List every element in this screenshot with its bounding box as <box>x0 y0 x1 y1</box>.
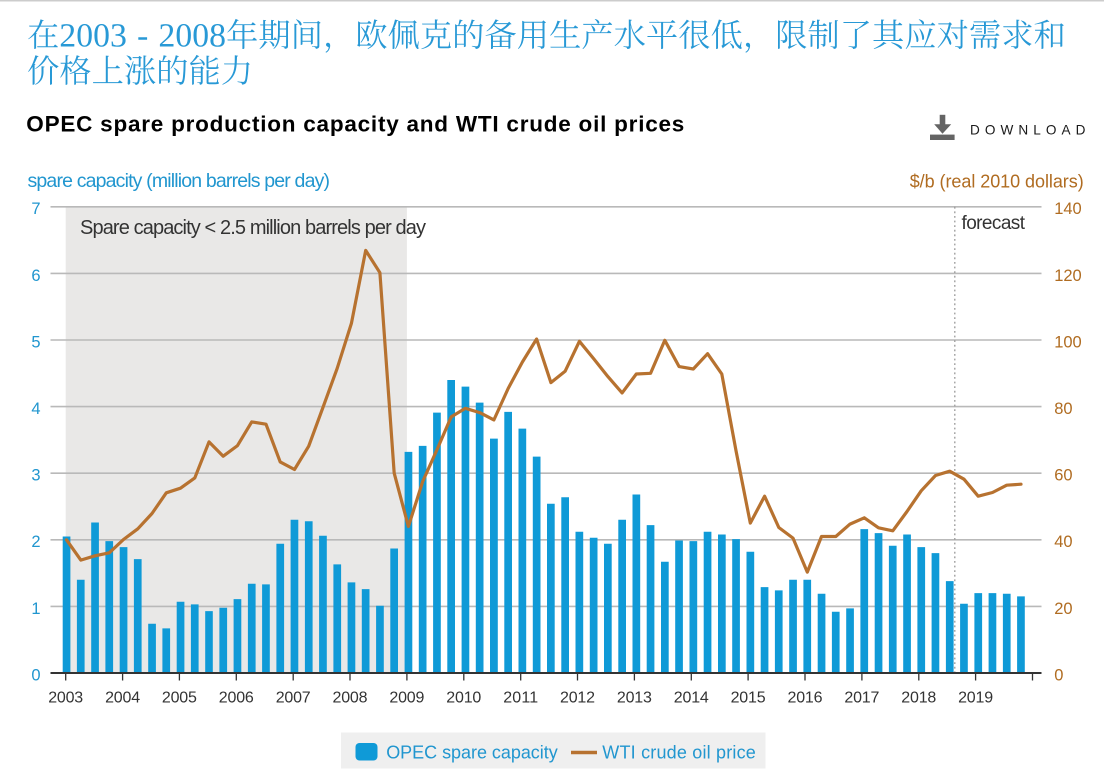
svg-text:2007: 2007 <box>276 689 311 706</box>
svg-text:80: 80 <box>1054 400 1072 418</box>
svg-text:60: 60 <box>1054 467 1072 485</box>
svg-text:2010: 2010 <box>446 689 481 706</box>
svg-text:3: 3 <box>31 467 40 485</box>
svg-text:140: 140 <box>1054 200 1082 218</box>
svg-text:2015: 2015 <box>731 689 766 706</box>
svg-text:OPEC spare capacity: OPEC spare capacity <box>386 742 558 762</box>
svg-text:2009: 2009 <box>389 689 424 706</box>
svg-text:100: 100 <box>1054 333 1082 351</box>
svg-text:spare capacity (million barrel: spare capacity (million barrels per day) <box>28 170 331 192</box>
svg-text:Spare capacity < 2.5 million b: Spare capacity < 2.5 million barrels per… <box>80 217 426 239</box>
svg-text:2003: 2003 <box>48 689 83 706</box>
svg-text:2014: 2014 <box>674 689 709 706</box>
svg-text:forecast: forecast <box>962 213 1026 234</box>
svg-text:2018: 2018 <box>901 689 936 706</box>
svg-text:1: 1 <box>31 600 40 618</box>
svg-text:$/b (real 2010 dollars): $/b (real 2010 dollars) <box>910 172 1084 192</box>
svg-text:2017: 2017 <box>844 689 879 706</box>
svg-text:DOWNLOAD: DOWNLOAD <box>970 123 1086 138</box>
svg-text:2: 2 <box>31 533 40 551</box>
svg-text:0: 0 <box>31 666 40 684</box>
svg-text:2019: 2019 <box>958 689 993 706</box>
svg-text:0: 0 <box>1054 666 1063 684</box>
svg-text:2011: 2011 <box>503 689 538 706</box>
svg-text:OPEC spare production capacity: OPEC spare production capacity and WTI c… <box>26 112 684 137</box>
svg-text:2013: 2013 <box>617 689 652 706</box>
svg-text:20: 20 <box>1054 600 1072 618</box>
svg-text:2005: 2005 <box>162 689 197 706</box>
svg-text:2006: 2006 <box>219 689 254 706</box>
svg-text:7: 7 <box>31 200 40 218</box>
svg-text:2016: 2016 <box>788 689 823 706</box>
svg-text:40: 40 <box>1054 533 1072 551</box>
svg-text:2012: 2012 <box>560 689 595 706</box>
svg-text:6: 6 <box>31 267 40 285</box>
svg-text:5: 5 <box>31 333 40 351</box>
svg-text:2004: 2004 <box>105 689 140 706</box>
svg-text:WTI crude oil price: WTI crude oil price <box>602 742 756 762</box>
svg-text:120: 120 <box>1054 267 1082 285</box>
svg-text:4: 4 <box>31 400 40 418</box>
svg-text:2008: 2008 <box>333 689 368 706</box>
